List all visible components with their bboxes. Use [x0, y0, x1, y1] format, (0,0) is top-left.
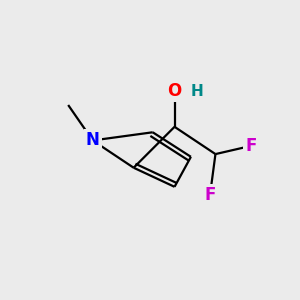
Text: F: F — [245, 137, 256, 155]
Text: F: F — [204, 186, 216, 204]
Text: N: N — [86, 131, 100, 149]
Text: H: H — [191, 84, 204, 99]
Text: O: O — [167, 82, 182, 100]
